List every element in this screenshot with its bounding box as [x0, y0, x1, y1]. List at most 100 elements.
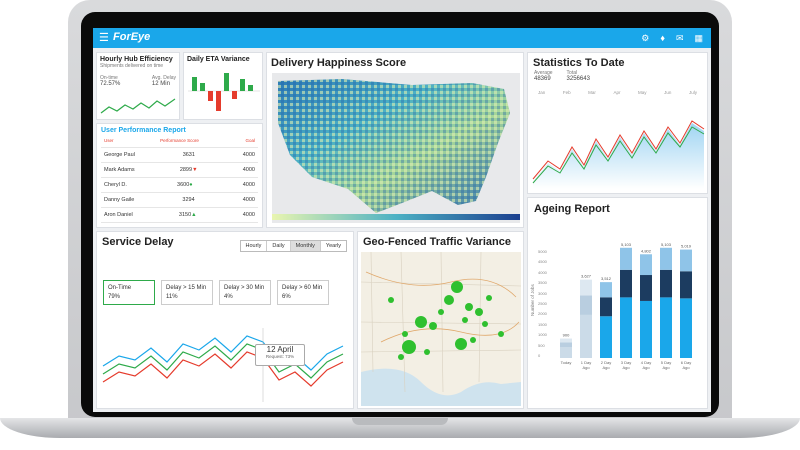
- ageing-bar-segment[interactable]: [620, 247, 632, 270]
- upr-row: Mark Adams 2899▼ 4000: [101, 163, 258, 178]
- apps-grid-icon[interactable]: ▦: [694, 33, 703, 43]
- ageing-bar-segment[interactable]: [600, 282, 612, 298]
- ageing-ytick: 1000: [538, 332, 547, 338]
- ageing-bar-segment[interactable]: [640, 300, 652, 358]
- hub-efficiency-panel: Hourly Hub Efficiency Shipments delivere…: [96, 52, 180, 120]
- ageing-ytick: 2000: [538, 311, 547, 317]
- stats-average-label: Average: [534, 70, 553, 76]
- ageing-x-label: Ago: [582, 365, 590, 370]
- service-line-chart: [102, 328, 344, 402]
- ageing-panel: Ageing Report Number of Jobs 5000 4500 400…: [527, 197, 708, 409]
- ageing-ytick: 2500: [538, 300, 547, 306]
- ageing-bar-segment[interactable]: [580, 279, 592, 296]
- ageing-bar-segment[interactable]: [620, 297, 632, 358]
- service-delay-panel: Service Delay Hourly Daily Monthly Yearl…: [96, 231, 354, 409]
- ageing-bar-segment[interactable]: [680, 298, 692, 358]
- chart-tooltip: 12 April Request: 73%: [255, 344, 305, 366]
- card-value: 6%: [282, 294, 291, 300]
- statistics-panel: Statistics To Date Average 48369 Total 325…: [527, 52, 708, 194]
- upr-user: Cheryl D.: [104, 182, 127, 188]
- ageing-bar-segment[interactable]: [620, 269, 632, 298]
- stats-month: Apr: [613, 90, 621, 95]
- brand-logo[interactable]: ForEye: [113, 31, 151, 43]
- upr-header-score: Performance Score: [160, 138, 199, 143]
- upr-goal: 4000: [242, 182, 255, 188]
- upr-goal: 4000: [242, 152, 255, 158]
- delay30-card[interactable]: Delay > 30 Min 4%: [219, 280, 271, 305]
- ageing-bar-segment[interactable]: [560, 347, 572, 358]
- card-label: Delay > 60 Min: [282, 285, 323, 291]
- ageing-bar-segment[interactable]: [600, 316, 612, 358]
- top-bar: ☰ ForEye ⚙ ♦ ✉ ▦: [93, 28, 711, 48]
- ageing-ytick: 3500: [538, 280, 547, 286]
- ageing-bar-segment[interactable]: [600, 297, 612, 317]
- ageing-bar-segment[interactable]: [640, 275, 652, 301]
- tab-hourly[interactable]: Hourly: [241, 241, 268, 251]
- tab-daily[interactable]: Daily: [267, 241, 291, 251]
- ageing-x-label: Today: [561, 360, 572, 365]
- happiness-title: Delivery Happiness Score: [271, 57, 407, 69]
- ageing-value-label: 3,627: [581, 274, 592, 279]
- hub-ontime-label: On-time: [100, 75, 118, 81]
- ageing-bar-segment[interactable]: [560, 342, 572, 348]
- ontime-card[interactable]: On-Time 79%: [103, 280, 155, 305]
- geo-traffic-panel: Geo-Fenced Traffic Variance: [357, 231, 524, 409]
- tab-monthly[interactable]: Monthly: [290, 241, 321, 251]
- ageing-bar-segment[interactable]: [580, 295, 592, 315]
- ageing-x-label: 2 Day: [601, 360, 611, 365]
- ageing-bar-segment[interactable]: [660, 269, 672, 298]
- trend-up-icon: ●: [189, 182, 193, 188]
- laptop-base: [0, 418, 800, 438]
- card-label: Delay > 15 Min: [166, 285, 207, 291]
- ageing-bar-segment[interactable]: [680, 249, 692, 272]
- ageing-x-label: Ago: [602, 365, 610, 370]
- stats-month: May: [638, 90, 647, 95]
- service-title: Service Delay: [102, 236, 174, 248]
- upr-score: 3600: [177, 182, 190, 188]
- upr-row: Aron Daniel 3150▲ 4000: [101, 208, 258, 223]
- geo-title: Geo-Fenced Traffic Variance: [363, 236, 511, 248]
- upr-user: Mark Adams: [104, 167, 135, 173]
- bell-icon[interactable]: ♦: [660, 33, 665, 43]
- hub-title: Hourly Hub Efficiency: [100, 56, 173, 63]
- ageing-value-label: 900: [563, 333, 570, 338]
- ageing-x-label: 5 Day: [661, 360, 671, 365]
- upr-row: George Paul 3631 4000: [101, 148, 258, 163]
- upr-user: Danny Gaile: [104, 197, 135, 203]
- delay60-card[interactable]: Delay > 60 Min 6%: [277, 280, 329, 305]
- delay15-card[interactable]: Delay > 15 Min 11%: [161, 280, 213, 305]
- upr-score: 3294: [182, 197, 195, 203]
- upr-goal: 4000: [242, 212, 255, 218]
- ageing-bar-segment[interactable]: [680, 271, 692, 299]
- geo-traffic-map: [361, 252, 521, 406]
- ageing-x-label: Ago: [682, 365, 690, 370]
- stats-month: Feb: [562, 90, 571, 95]
- ageing-bar-segment[interactable]: [640, 254, 652, 276]
- settings-icon[interactable]: ⚙: [641, 33, 650, 43]
- eta-title: Daily ETA Variance: [187, 56, 250, 63]
- upr-row: Danny Gaile 3294 4000: [101, 193, 258, 208]
- ageing-bar-segment[interactable]: [660, 297, 672, 358]
- ageing-ylabel: Number of Jobs: [530, 284, 535, 316]
- stats-month: Jan: [538, 90, 546, 95]
- ageing-x-label: 4 Day: [641, 360, 651, 365]
- ageing-value-label: 4,802: [641, 248, 652, 253]
- menu-icon[interactable]: ☰: [99, 32, 109, 44]
- upr-title: User Performance Report: [101, 127, 186, 134]
- stats-month: Jun: [664, 90, 672, 95]
- upr-score: 3631: [182, 152, 195, 158]
- upr-header-user: User: [104, 138, 114, 143]
- user-performance-panel: User Performance Report User Performance…: [96, 123, 263, 228]
- ageing-ytick: 1500: [538, 321, 547, 327]
- tab-yearly[interactable]: Yearly: [325, 243, 341, 249]
- ageing-bar-segment[interactable]: [580, 314, 592, 358]
- eta-variance-panel: Daily ETA Variance: [183, 52, 263, 120]
- mail-icon[interactable]: ✉: [675, 33, 684, 43]
- ageing-bar-segment[interactable]: [560, 338, 572, 343]
- upr-row: Cheryl D. 3600● 4000: [101, 178, 258, 193]
- ageing-value-label: 3,512: [601, 276, 612, 281]
- ageing-bar-segment[interactable]: [660, 247, 672, 270]
- card-value: 4%: [224, 294, 233, 300]
- happiness-map: [272, 73, 520, 223]
